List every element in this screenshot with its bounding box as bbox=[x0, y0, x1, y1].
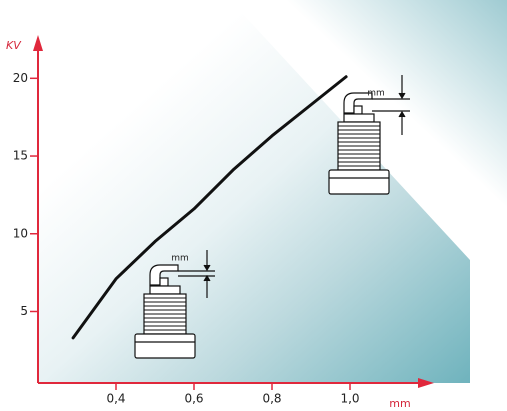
x-tick-label: 0,6 bbox=[184, 392, 203, 406]
x-tick-label: 0,8 bbox=[262, 392, 281, 406]
annotation: mm bbox=[367, 89, 385, 99]
x-axis-label: mm bbox=[389, 397, 410, 410]
chart: mm mm KV mm 5 10 15 20 0,4 0,6 0,8 1,0 bbox=[0, 0, 507, 411]
annotation: mm bbox=[171, 254, 189, 264]
x-tick-label: 1,0 bbox=[340, 392, 359, 406]
x-tick-label: 0,4 bbox=[106, 392, 125, 406]
y-tick-label: 15 bbox=[13, 149, 28, 163]
page: {"chart_data": {"type": "line", "y_label… bbox=[0, 0, 507, 411]
y-axis-label: KV bbox=[6, 39, 22, 52]
y-tick-label: 20 bbox=[13, 71, 28, 85]
y-tick-label: 10 bbox=[13, 226, 28, 240]
y-tick-label: 5 bbox=[20, 304, 28, 318]
